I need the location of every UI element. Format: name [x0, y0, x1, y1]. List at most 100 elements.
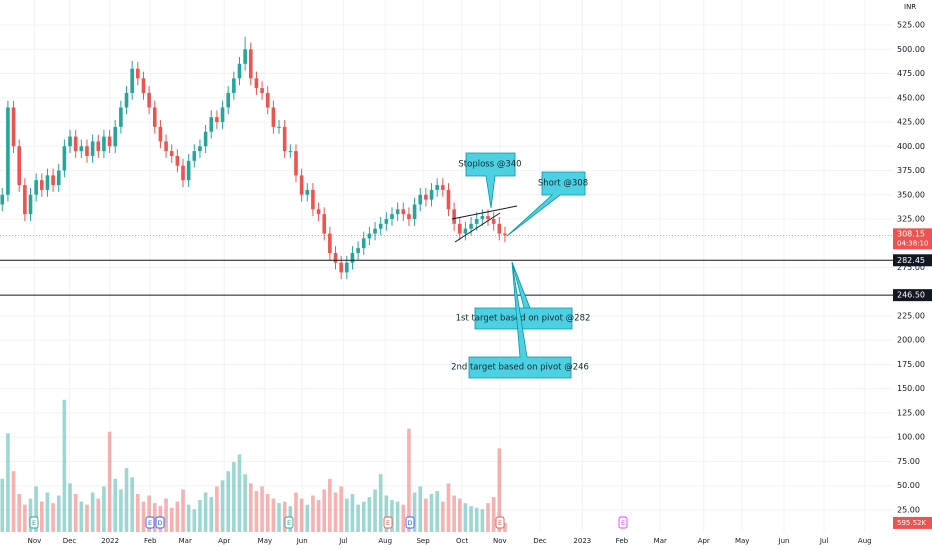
candle-body	[119, 107, 123, 127]
y-tick-label: 350.00	[897, 190, 925, 199]
volume-bar	[271, 498, 276, 532]
volume-bar	[209, 497, 214, 532]
x-tick-label: Mar	[654, 537, 667, 545]
y-tick-label: 275.00	[897, 263, 925, 272]
candle-body	[198, 146, 202, 152]
x-tick-label: May	[735, 537, 749, 545]
candle-body	[28, 194, 33, 215]
candle-body	[85, 146, 89, 156]
volume-bar	[299, 498, 304, 532]
candle-body	[113, 126, 118, 147]
candle-body	[175, 155, 180, 166]
volume-bar	[305, 504, 310, 532]
candle-body	[350, 252, 355, 263]
candle-body	[384, 219, 389, 224]
volume-bar	[192, 509, 197, 532]
volume-bar	[480, 509, 485, 532]
volume-bar	[248, 483, 253, 532]
axis-layer: 525.00 500.00 475.00 450.00 425.00 400.00 375.…	[28, 21, 932, 545]
volume-bar	[265, 494, 270, 532]
event-label: E	[148, 519, 152, 527]
volume-bar	[441, 501, 445, 532]
volume-bar	[503, 522, 507, 532]
candle-body	[186, 160, 191, 181]
volume-bar	[68, 483, 72, 532]
volume-bar	[39, 501, 44, 532]
candle-body	[254, 78, 259, 89]
volume-bar	[260, 486, 264, 532]
volume-bar	[96, 498, 101, 532]
callout-box	[468, 261, 572, 379]
volume-bar	[181, 489, 185, 532]
x-tick-label: Nov	[28, 537, 42, 545]
candle-body	[282, 126, 287, 152]
candle-body	[412, 204, 417, 220]
level-badge	[893, 289, 932, 302]
trend-line	[451, 205, 518, 220]
candle-body	[328, 233, 332, 253]
y-tick-label: 525.00	[897, 21, 925, 30]
candle-body	[237, 63, 242, 79]
volume-bar	[457, 498, 462, 532]
candle-layer	[0, 36, 507, 280]
callout: 2nd target based on pivot @246	[451, 261, 589, 379]
volume-bar	[395, 501, 400, 532]
volume-bar	[373, 489, 377, 532]
volume-bar	[452, 495, 456, 532]
candle-body	[34, 180, 38, 195]
volume-bar	[474, 507, 479, 532]
volume-bar	[322, 489, 327, 532]
callout-box	[506, 171, 586, 237]
callout: 1st target based on pivot @282	[456, 261, 591, 330]
volume-bar	[215, 486, 219, 532]
candle-body	[6, 107, 10, 195]
x-tick-label: Aug	[858, 537, 872, 545]
candle-body	[102, 136, 106, 152]
x-tick-label: Feb	[616, 537, 629, 545]
x-tick-label: Mar	[179, 537, 192, 545]
volume-bar	[491, 497, 496, 532]
candle-body	[51, 175, 55, 186]
volume-bar	[45, 492, 50, 532]
candle-body	[141, 78, 146, 93]
price-badge-label: 308.15	[897, 229, 925, 238]
candle-body	[474, 219, 479, 224]
volume-bar	[34, 486, 38, 532]
candle-body	[17, 146, 22, 186]
y-tick-label: 50.00	[897, 481, 920, 490]
volume-bar	[316, 500, 321, 532]
candle-body	[107, 136, 112, 147]
y-tick-label: 200.00	[897, 336, 925, 345]
volume-bar	[424, 498, 428, 532]
candle-body	[452, 209, 456, 224]
event-label: E	[621, 519, 625, 527]
event-marker	[155, 516, 165, 529]
candle-body	[299, 175, 304, 195]
x-tick-label: Dec	[63, 537, 77, 545]
event-marker	[284, 516, 294, 529]
currency-label: INR	[904, 3, 916, 11]
candle-body	[441, 185, 445, 190]
volume-bar	[73, 494, 78, 532]
volume-bar	[6, 433, 10, 532]
x-tick-label: Jul	[819, 537, 829, 545]
candle-body	[215, 117, 219, 123]
candle-body	[68, 136, 72, 147]
volume-bar	[51, 503, 55, 532]
candle-body	[96, 141, 101, 152]
candle-body	[322, 214, 327, 234]
volume-bar	[186, 504, 191, 532]
y-tick-label: 150.00	[897, 384, 925, 393]
x-tick-label: 2022	[101, 537, 119, 545]
y-tick-label: 500.00	[897, 45, 925, 54]
candle-body	[152, 107, 157, 127]
volume-bar	[345, 498, 349, 532]
volume-bar	[141, 501, 146, 532]
x-tick-label: Apr	[698, 537, 710, 545]
volume-bar	[463, 503, 468, 532]
annotation: 1st target based on pivot @282	[456, 314, 591, 324]
volume-bar	[56, 495, 61, 532]
volume-badge-label: 595.52K	[897, 519, 926, 527]
candle-body	[373, 228, 377, 234]
